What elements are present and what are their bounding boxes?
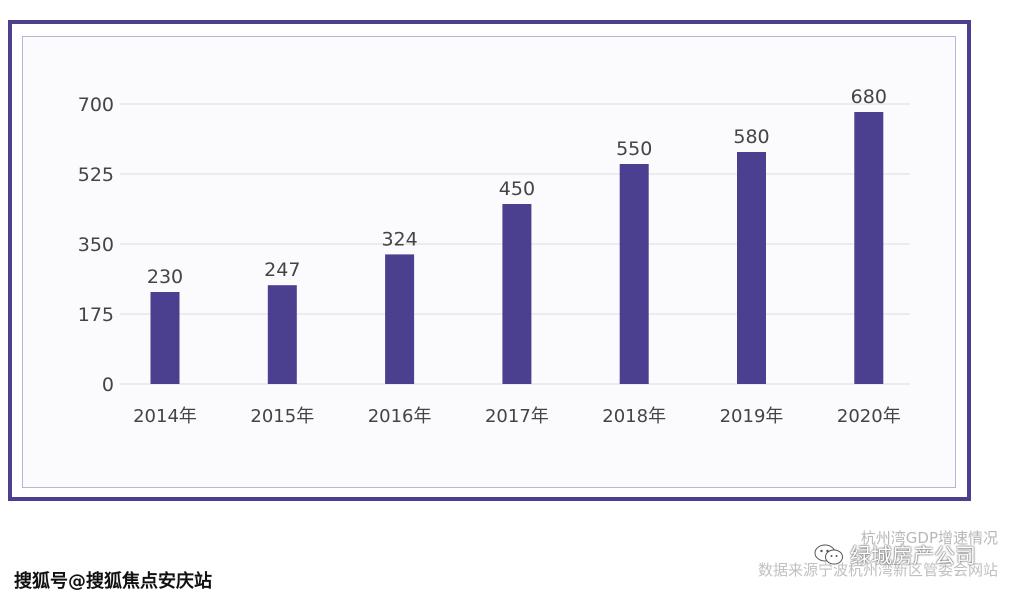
data-labels: 230 247 324 450 550 580 680	[147, 86, 887, 288]
chart-inner-frame	[22, 36, 956, 488]
bar	[619, 164, 649, 384]
sohu-watermark: 搜狐号@搜狐焦点安庆站	[14, 571, 212, 592]
y-tick-label: 0	[102, 374, 114, 396]
data-label: 247	[264, 259, 300, 281]
x-axis-ticks: 2014年 2015年 2016年 2017年 2018年 2019年 2020年	[133, 406, 901, 427]
bar	[854, 112, 884, 384]
y-tick-label: 350	[78, 234, 114, 256]
y-tick-label: 525	[78, 164, 114, 186]
data-label: 450	[499, 178, 535, 200]
data-label: 680	[851, 86, 887, 108]
wechat-account-overlay: 绿城房产公司	[814, 540, 976, 570]
bar	[150, 292, 180, 384]
x-tick-label: 2019年	[720, 406, 784, 427]
bar	[502, 204, 532, 384]
source-title: 杭州湾GDP增速情况	[860, 529, 998, 547]
source-line: 数据来源宁波杭州湾新区管委会网站	[757, 561, 998, 579]
bar	[385, 254, 415, 384]
y-axis-ticks: 0 175 350 525 700	[78, 94, 114, 396]
data-label: 580	[733, 126, 769, 148]
y-tick-label: 700	[78, 94, 114, 116]
x-tick-label: 2018年	[602, 406, 666, 427]
x-tick-label: 2014年	[133, 406, 197, 427]
bar	[267, 285, 297, 384]
x-tick-label: 2017年	[485, 406, 549, 427]
wechat-icon	[814, 544, 843, 565]
bars	[150, 112, 884, 384]
x-tick-label: 2015年	[250, 406, 314, 427]
data-label: 230	[147, 266, 183, 288]
x-tick-label: 2020年	[837, 406, 901, 427]
wechat-account-name: 绿城房产公司	[850, 544, 976, 568]
data-label: 550	[616, 138, 652, 160]
data-label: 324	[381, 228, 417, 250]
x-tick-label: 2016年	[368, 406, 432, 427]
y-tick-label: 175	[78, 304, 114, 326]
bar	[737, 152, 766, 384]
